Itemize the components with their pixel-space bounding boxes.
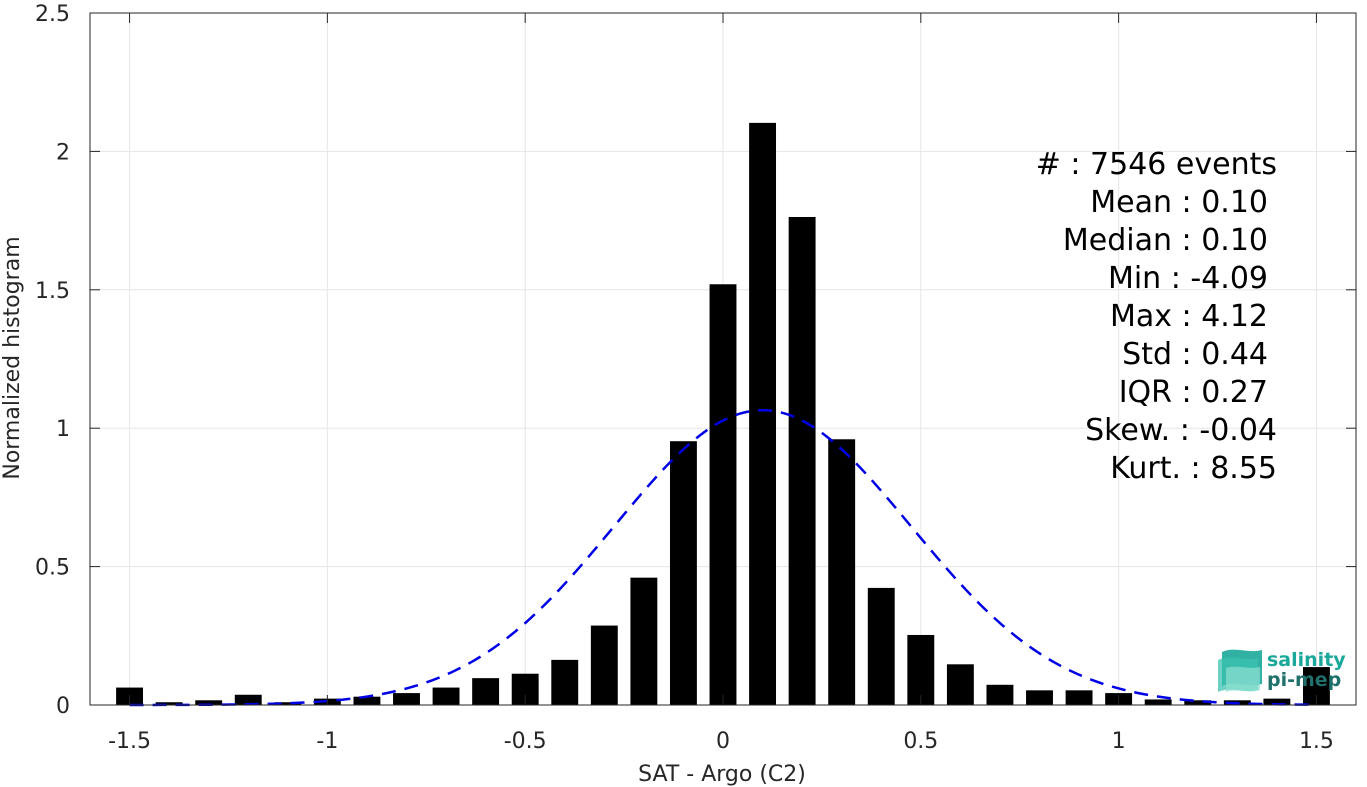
- stats-box: # : 7546 events Mean : 0.10 Median : 0.1…: [1036, 147, 1277, 486]
- stat-std: Std : 0.44: [1122, 337, 1268, 372]
- ticks-layer: -1.5 -1 -0.5 0 0.5 1 1.5 0 0.5 1 1.5 2 2.5: [35, 2, 1356, 754]
- histogram-bar: [709, 284, 737, 705]
- y-tick-label: 2: [56, 140, 70, 165]
- histogram-bar: [274, 702, 302, 705]
- y-tick-label: 1.5: [35, 279, 70, 304]
- histogram-bar: [551, 659, 579, 705]
- y-axis-title: Normalized histogram: [0, 236, 25, 479]
- logo-text-salinity: salinity: [1267, 649, 1346, 671]
- y-tick-label: 0: [56, 694, 70, 719]
- stat-skew: Skew. : -0.04: [1085, 413, 1277, 448]
- stat-kurt: Kurt. : 8.55: [1110, 451, 1277, 486]
- histogram-bar: [946, 664, 974, 705]
- histogram-bar: [788, 217, 816, 706]
- stat-count: # : 7546 events: [1036, 147, 1277, 182]
- histogram-bar: [630, 577, 658, 705]
- salinity-pi-mep-logo: salinity pi-mep: [1218, 649, 1346, 692]
- histogram-bar: [432, 687, 460, 705]
- histogram-bar: [867, 587, 895, 705]
- stat-mean: Mean : 0.10: [1090, 185, 1268, 220]
- histogram-bar: [828, 439, 856, 705]
- histogram-bar: [986, 684, 1014, 705]
- logo-wave-icon: [1218, 649, 1262, 692]
- histogram-bar: [1065, 690, 1093, 705]
- histogram-bar: [234, 694, 262, 705]
- x-tick-label: -0.5: [504, 729, 547, 754]
- histogram-bar: [590, 625, 618, 705]
- histogram-bar: [1144, 699, 1172, 705]
- histogram-bar: [1184, 700, 1212, 705]
- histogram-bar: [472, 678, 500, 705]
- y-tick-label: 1: [56, 417, 70, 442]
- histogram-bar: [155, 702, 183, 705]
- x-tick-label: -1.5: [108, 729, 151, 754]
- histogram-bar: [669, 441, 697, 705]
- stat-median: Median : 0.10: [1063, 223, 1268, 258]
- histogram-bar: [1026, 690, 1053, 705]
- histogram-bar: [749, 122, 777, 706]
- stat-max: Max : 4.12: [1110, 299, 1268, 334]
- x-tick-label: 0: [716, 729, 730, 754]
- x-tick-label: 0.5: [903, 729, 938, 754]
- stat-iqr: IQR : 0.27: [1119, 375, 1268, 410]
- x-tick-label: 1: [1112, 729, 1126, 754]
- logo-text-pi-mep: pi-mep: [1267, 669, 1341, 691]
- histogram-bar: [1263, 698, 1291, 705]
- stat-min: Min : -4.09: [1108, 261, 1268, 296]
- bars-layer: [116, 122, 1330, 706]
- x-axis-title: SAT - Argo (C2): [638, 762, 806, 787]
- histogram-bar: [393, 693, 420, 705]
- histogram-bar: [353, 696, 381, 705]
- histogram-bar: [907, 634, 935, 705]
- y-tick-label: 2.5: [35, 2, 70, 27]
- y-tick-label: 0.5: [35, 556, 70, 581]
- x-tick-label: 1.5: [1299, 729, 1334, 754]
- x-tick-label: -1: [316, 729, 338, 754]
- histogram-bar: [195, 700, 223, 705]
